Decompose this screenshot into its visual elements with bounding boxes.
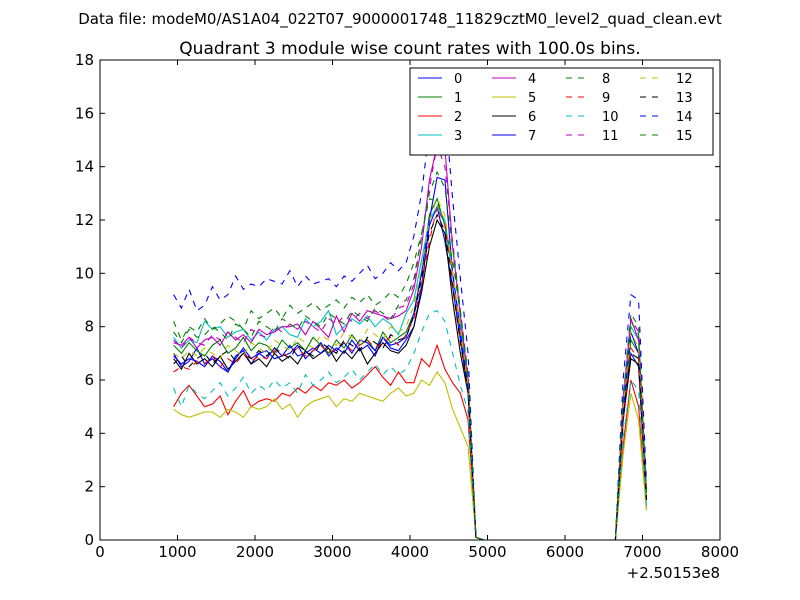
- y-tick-label: 0: [84, 531, 94, 549]
- legend-label-2: 2: [454, 110, 462, 125]
- y-tick-label: 14: [75, 158, 94, 176]
- legend-label-4: 4: [528, 72, 536, 87]
- series-line-3: [173, 205, 647, 540]
- y-tick-label: 10: [75, 264, 94, 282]
- y-tick-label: 18: [75, 51, 94, 69]
- series-line-6: [173, 218, 647, 540]
- tick-layer: 0 1000 2000 3000 4000 5000 6000 7000 80000246810…: [75, 51, 739, 561]
- series-line-4: [173, 144, 647, 540]
- legend-label-7: 7: [528, 129, 536, 144]
- x-tick-label: 8000: [701, 543, 739, 561]
- x-tick-label: 7000: [623, 543, 661, 561]
- x-offset-label: +2.50153e8: [627, 564, 720, 582]
- series-line-10: [173, 310, 647, 540]
- legend-label-14: 14: [676, 110, 693, 125]
- legend-label-11: 11: [602, 129, 619, 144]
- series-line-11: [173, 143, 647, 540]
- legend-label-9: 9: [602, 91, 610, 106]
- legend-label-8: 8: [602, 72, 610, 87]
- y-tick-label: 6: [84, 371, 94, 389]
- series-line-1: [173, 197, 647, 540]
- legend-label-0: 0: [454, 72, 462, 87]
- x-tick-label: 6000: [546, 543, 584, 561]
- series-line-2: [173, 343, 647, 540]
- y-tick-label: 8: [84, 318, 94, 336]
- series-line-5: [173, 370, 647, 540]
- legend-label-5: 5: [528, 91, 536, 106]
- series-line-8: [173, 197, 647, 540]
- y-tick-label: 12: [75, 211, 94, 229]
- legend-label-3: 3: [454, 129, 462, 144]
- x-tick-label: 2000: [236, 543, 274, 561]
- y-tick-label: 4: [84, 424, 94, 442]
- x-tick-label: 0: [95, 543, 105, 561]
- series-line-0: [173, 204, 647, 540]
- x-tick-label: 3000: [313, 543, 351, 561]
- y-tick-label: 16: [75, 104, 94, 122]
- series-line-9: [173, 204, 647, 540]
- series-line-12: [173, 197, 647, 540]
- legend-label-10: 10: [602, 110, 619, 125]
- series-line-14: [173, 90, 647, 540]
- x-tick-label: 4000: [391, 543, 429, 561]
- x-tick-label: 5000: [468, 543, 506, 561]
- chart-title: Quadrant 3 module wise count rates with …: [179, 39, 640, 59]
- x-tick-label: 1000: [158, 543, 196, 561]
- y-tick-label: 2: [84, 478, 94, 496]
- series-line-15: [173, 170, 647, 540]
- legend-label-6: 6: [528, 110, 536, 125]
- legend-label-13: 13: [676, 91, 693, 106]
- series-line-7: [173, 176, 647, 540]
- legend-frame: [409, 67, 714, 156]
- legend-label-1: 1: [454, 91, 462, 106]
- legend-label-12: 12: [676, 72, 693, 87]
- legend-label-15: 15: [676, 129, 693, 144]
- series-layer: [173, 90, 647, 540]
- figure-title: Data file: modeM0/AS1A04_022T07_90000017…: [78, 10, 722, 29]
- series-line-13: [173, 213, 647, 540]
